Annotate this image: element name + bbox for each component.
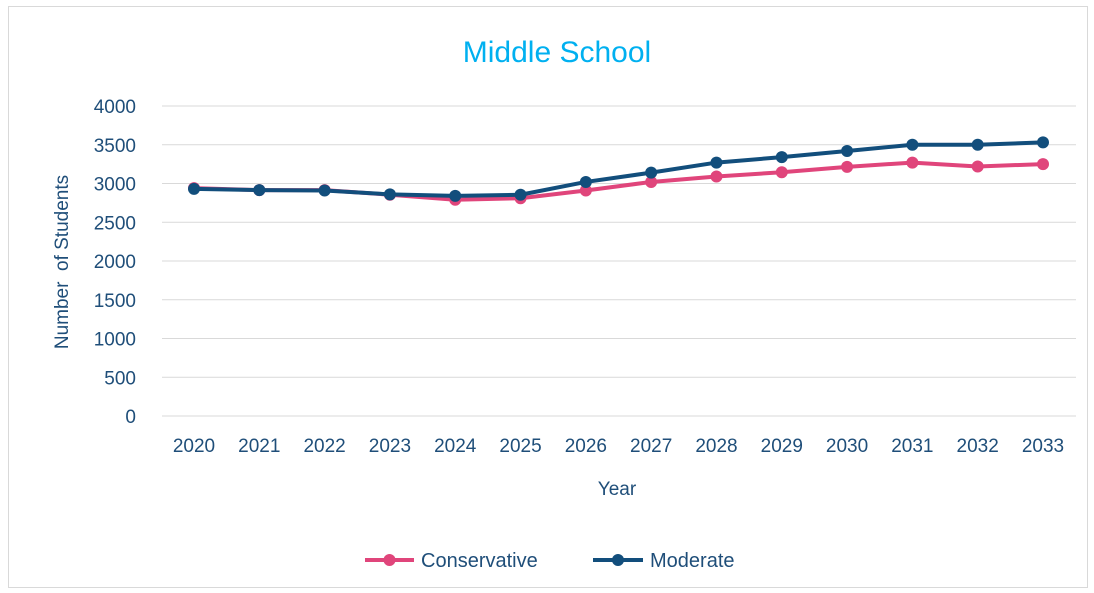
y-axis-ticks: 0 500 1000 1500 2000 2500 3000 3500 4000 (94, 97, 136, 428)
x-tick-label: 2027 (630, 436, 672, 457)
series-line (192, 140, 1045, 198)
legend-item-conservative: Conservative (365, 550, 538, 572)
y-tick-label: 2000 (94, 252, 136, 273)
data-point (971, 138, 984, 151)
chart-title: Middle School (463, 36, 651, 69)
x-tick-label: 2023 (369, 436, 411, 457)
data-point (188, 182, 200, 195)
y-tick-label: 0 (125, 407, 136, 428)
series-layer (188, 136, 1049, 206)
data-point (645, 175, 658, 188)
x-axis-label: Year (598, 479, 637, 500)
x-tick-label: 2030 (826, 436, 868, 457)
x-tick-label: 2022 (303, 436, 345, 457)
data-point (318, 184, 331, 197)
y-tick-label: 4000 (94, 97, 136, 118)
data-point (253, 184, 266, 197)
data-point (1037, 158, 1049, 171)
data-point (1037, 136, 1049, 149)
y-tick-label: 500 (104, 368, 136, 389)
data-point (710, 156, 723, 169)
y-axis-label: Number of Students (52, 175, 73, 349)
data-point (906, 156, 919, 169)
data-point (841, 160, 854, 173)
x-tick-label: 2031 (891, 436, 933, 457)
x-tick-label: 2029 (761, 436, 803, 457)
data-point (775, 166, 788, 179)
legend-label: Conservative (421, 550, 538, 572)
data-point (710, 170, 723, 183)
series-moderate (188, 136, 1049, 202)
y-tick-label: 3000 (94, 175, 136, 196)
y-tick-label: 1000 (94, 330, 136, 351)
x-tick-label: 2026 (565, 436, 607, 457)
x-tick-label: 2025 (499, 436, 541, 457)
x-axis-ticks: 2020 2021 2022 2023 2024 2025 2026 2027 2028 2029… (173, 436, 1064, 457)
data-point (906, 138, 919, 151)
data-point (645, 166, 658, 179)
x-tick-label: 2033 (1022, 436, 1064, 457)
x-tick-label: 2024 (434, 436, 477, 457)
data-point (579, 184, 592, 197)
gridlines (162, 105, 1076, 417)
data-point (449, 189, 462, 202)
data-point (514, 188, 527, 201)
legend-swatch-marker (612, 554, 624, 566)
legend: Conservative Moderate (365, 550, 735, 572)
x-tick-label: 2032 (957, 436, 999, 457)
legend-label: Moderate (650, 550, 735, 572)
legend-swatch-marker (383, 554, 396, 566)
x-tick-label: 2020 (173, 436, 215, 457)
y-tick-label: 1500 (94, 291, 136, 312)
chart-frame (8, 6, 1088, 588)
data-point (775, 151, 788, 164)
x-tick-label: 2021 (238, 436, 280, 457)
data-point (971, 160, 984, 173)
legend-item-moderate: Moderate (593, 550, 735, 572)
data-point (579, 175, 592, 188)
data-point (383, 188, 396, 201)
y-tick-label: 3500 (94, 136, 136, 157)
x-tick-label: 2028 (695, 436, 737, 457)
y-tick-label: 2500 (94, 213, 136, 234)
series-conservative (188, 156, 1049, 206)
data-point (841, 144, 854, 157)
